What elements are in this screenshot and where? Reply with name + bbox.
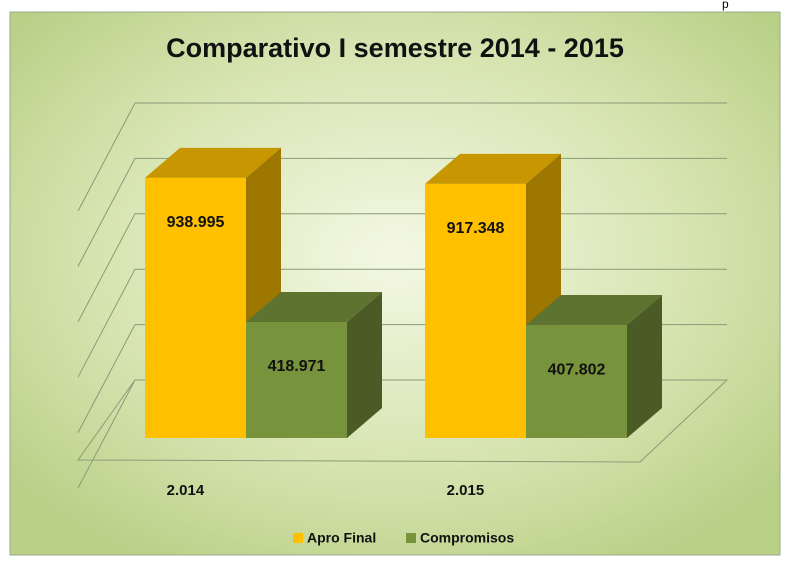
chart-title: Comparativo I semestre 2014 - 2015 [166, 33, 624, 63]
legend-swatch [406, 533, 416, 543]
corner-text: p [722, 0, 729, 11]
bar-side [627, 295, 662, 438]
legend-label: Apro Final [307, 530, 376, 546]
bar-front [526, 325, 627, 438]
bar-top [425, 153, 561, 184]
legend-label: Compromisos [420, 530, 514, 546]
value-label: 938.995 [167, 214, 225, 231]
value-label: 418.971 [268, 358, 326, 375]
bar-side [347, 291, 382, 438]
bar-front [145, 177, 246, 439]
chart-background [9, 11, 781, 556]
bar-front [246, 321, 347, 438]
bar-top [246, 291, 382, 322]
bar [526, 295, 662, 438]
value-label: 917.348 [447, 220, 505, 237]
bar [246, 291, 382, 438]
x-tick-label: 2.014 [167, 482, 205, 499]
value-label: 407.802 [548, 361, 606, 378]
bar-front [425, 183, 526, 438]
grid-line [77, 102, 727, 212]
x-tick-label: 2.015 [447, 482, 485, 499]
legend-swatch [293, 533, 303, 543]
bar-top [145, 147, 281, 178]
bar-top [526, 295, 662, 326]
